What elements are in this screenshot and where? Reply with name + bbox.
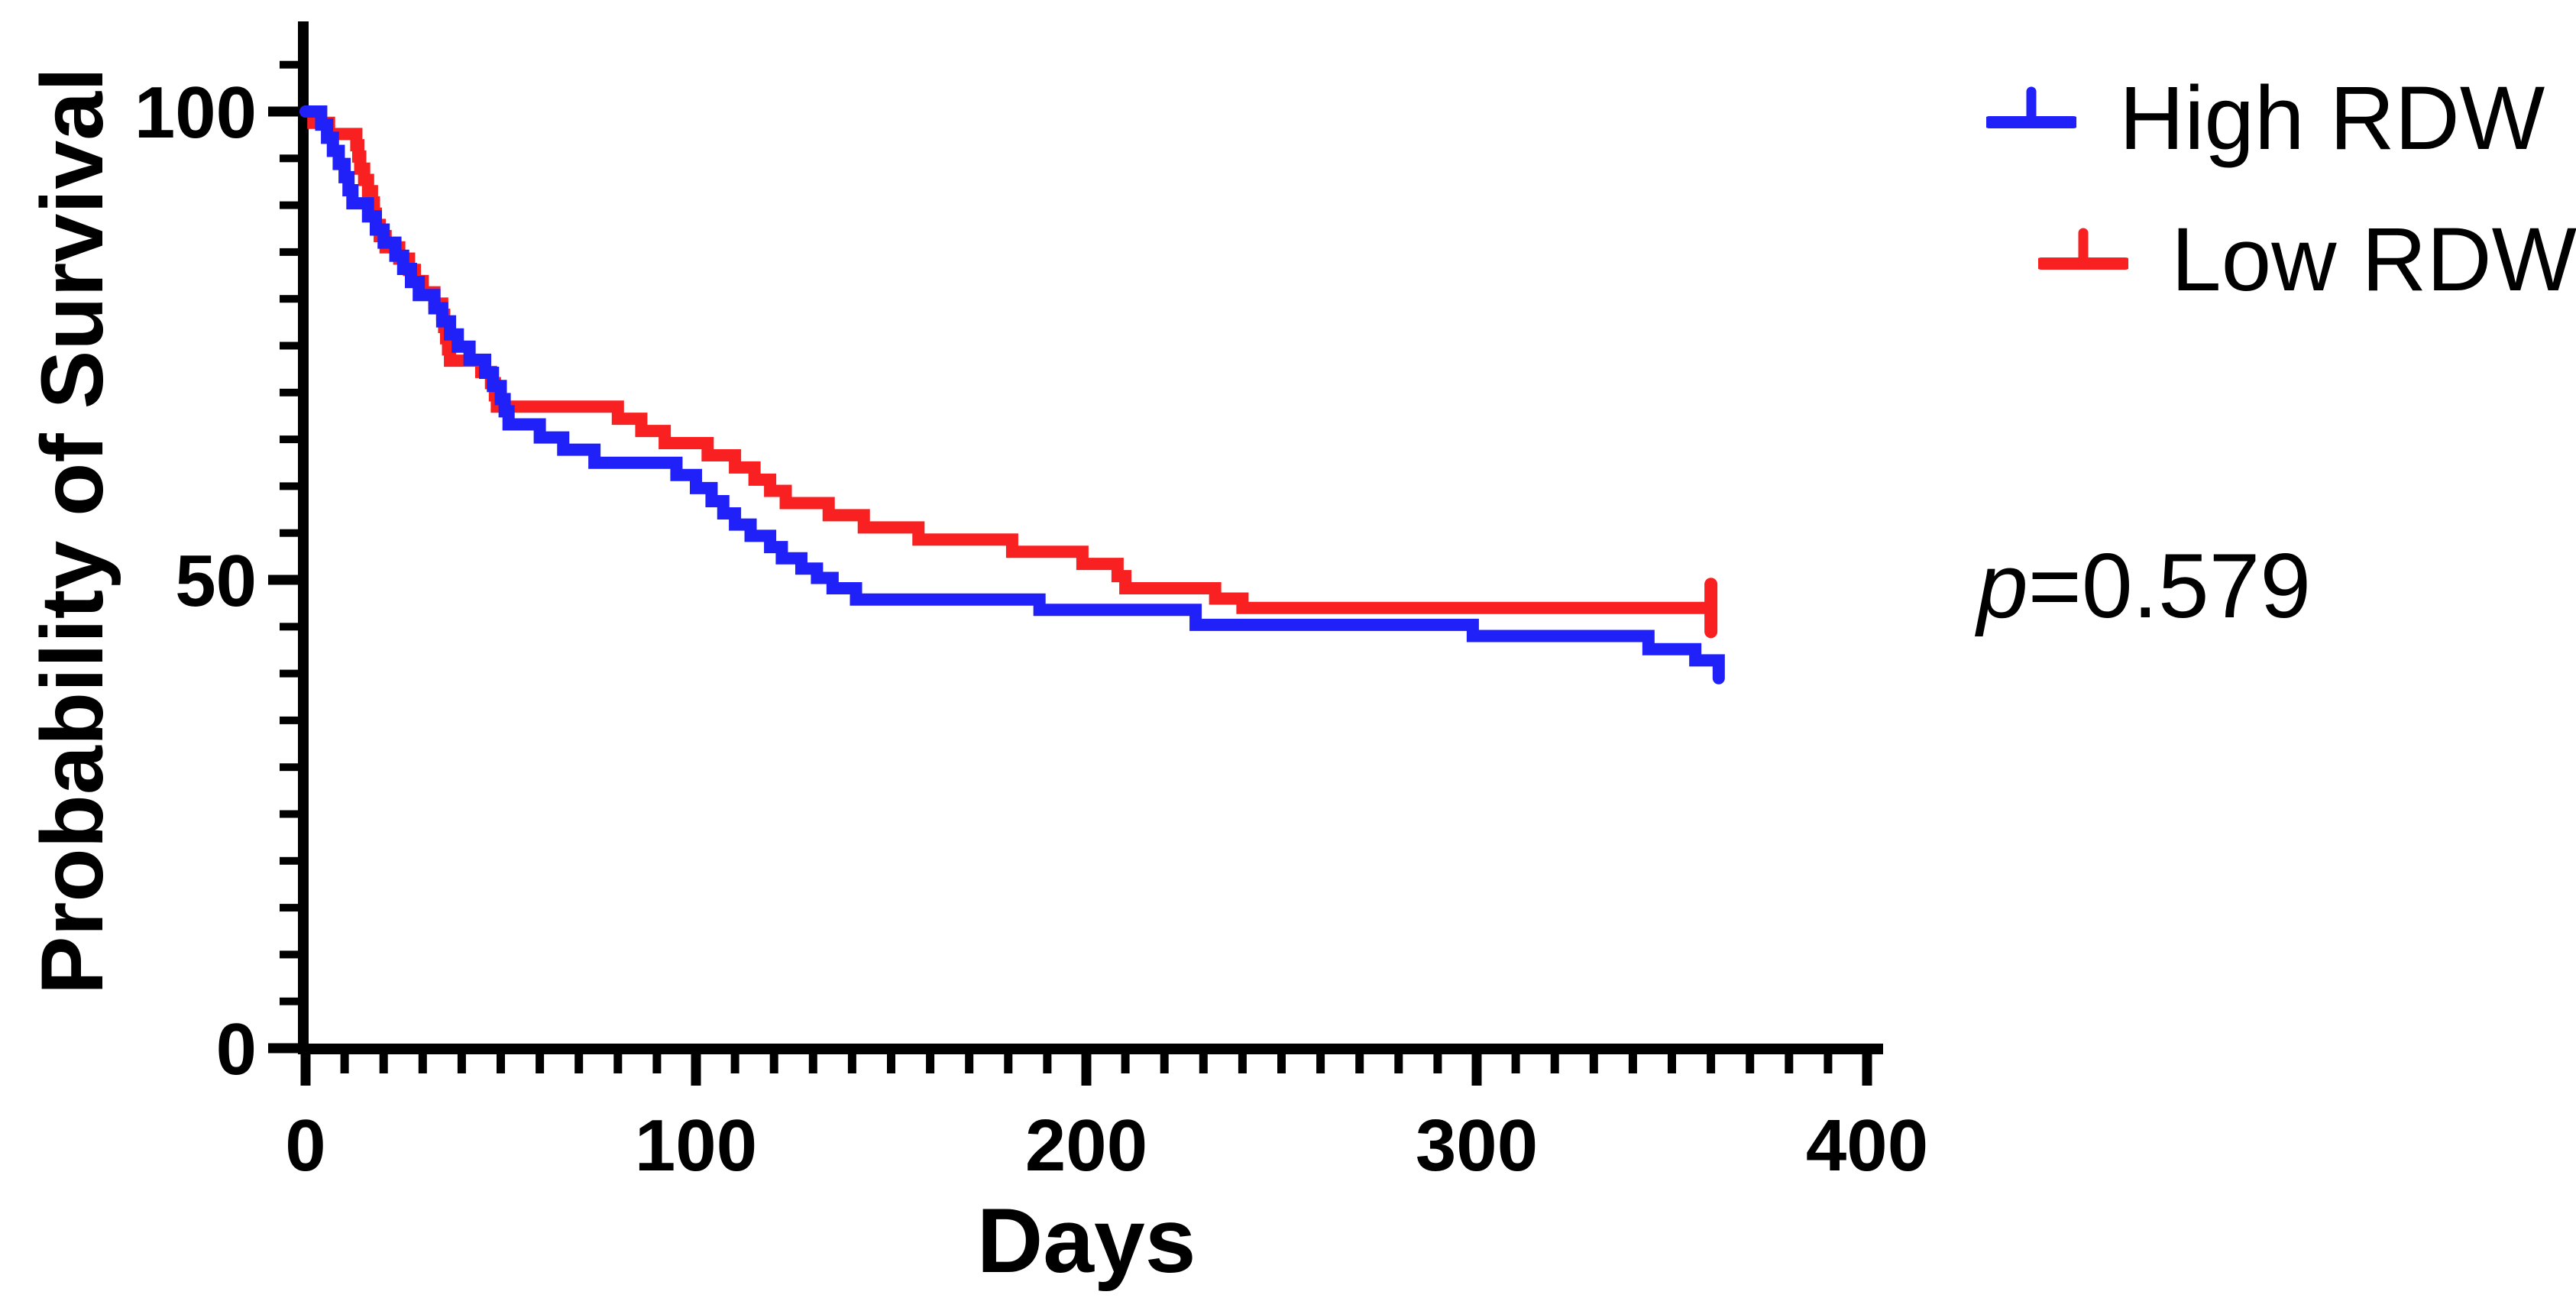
x-axis-title: Days bbox=[976, 1190, 1196, 1292]
x-minor-tick bbox=[1589, 1054, 1598, 1073]
x-minor-tick bbox=[1746, 1054, 1755, 1073]
legend-label-high-rdw: High RDW bbox=[2119, 67, 2545, 169]
x-tick-label-0: 0 bbox=[285, 1105, 325, 1186]
x-minor-tick bbox=[730, 1054, 739, 1073]
y-major-tick bbox=[268, 1043, 298, 1054]
x-minor-tick bbox=[418, 1054, 427, 1073]
x-minor-tick bbox=[497, 1054, 505, 1073]
x-major-tick bbox=[691, 1054, 701, 1086]
high-rdw-curve bbox=[299, 105, 1725, 685]
x-minor-tick bbox=[1355, 1054, 1364, 1073]
x-minor-tick bbox=[1824, 1054, 1833, 1073]
legend-label-low-rdw: Low RDW bbox=[2171, 209, 2576, 310]
y-axis-spine bbox=[298, 21, 309, 1054]
y-minor-tick bbox=[280, 950, 298, 959]
x-major-tick bbox=[1862, 1054, 1872, 1086]
x-minor-tick bbox=[926, 1054, 935, 1073]
x-minor-tick bbox=[887, 1054, 895, 1073]
x-minor-tick bbox=[1433, 1054, 1442, 1073]
x-minor-tick bbox=[613, 1054, 623, 1073]
x-minor-tick bbox=[536, 1054, 545, 1073]
legend-item-high-rdw: High RDW bbox=[1986, 47, 2576, 189]
x-axis-spine bbox=[298, 1044, 1883, 1054]
y-minor-tick bbox=[280, 154, 298, 163]
x-minor-tick bbox=[1394, 1054, 1403, 1073]
y-minor-tick bbox=[280, 997, 298, 1005]
x-minor-tick bbox=[1121, 1054, 1130, 1073]
y-minor-tick bbox=[280, 716, 298, 724]
y-minor-tick bbox=[280, 201, 298, 209]
x-minor-tick bbox=[379, 1054, 388, 1073]
x-tick-label-100: 100 bbox=[635, 1105, 757, 1186]
x-tick-label-300: 300 bbox=[1416, 1105, 1538, 1186]
x-minor-tick bbox=[1043, 1054, 1052, 1073]
y-minor-tick bbox=[280, 295, 298, 303]
y-tick-label-100: 100 bbox=[134, 72, 257, 154]
y-minor-tick bbox=[280, 623, 298, 631]
x-major-tick bbox=[300, 1054, 311, 1086]
x-minor-tick bbox=[574, 1054, 584, 1073]
y-minor-tick bbox=[280, 810, 298, 818]
x-tick-label-400: 400 bbox=[1806, 1105, 1928, 1186]
x-minor-tick bbox=[1668, 1054, 1676, 1073]
x-minor-tick bbox=[457, 1054, 466, 1073]
x-minor-tick bbox=[1238, 1054, 1247, 1073]
high-rdw-line-symbol bbox=[1986, 86, 2076, 128]
x-minor-tick bbox=[847, 1054, 856, 1073]
x-minor-tick bbox=[769, 1054, 778, 1073]
p-symbol: p bbox=[1977, 535, 2028, 637]
x-minor-tick bbox=[652, 1054, 662, 1073]
x-tick-label-200: 200 bbox=[1025, 1105, 1147, 1186]
y-minor-tick bbox=[280, 856, 298, 865]
legend-item-low-rdw: Low RDW bbox=[1986, 189, 2576, 330]
y-minor-tick bbox=[280, 482, 298, 490]
y-major-tick bbox=[268, 106, 298, 117]
y-minor-tick bbox=[280, 248, 298, 256]
x-minor-tick bbox=[340, 1054, 349, 1073]
y-minor-tick bbox=[280, 669, 298, 678]
low-rdw-line-symbol bbox=[2038, 228, 2128, 270]
y-tick-label-50: 50 bbox=[175, 540, 257, 622]
x-major-tick bbox=[1471, 1054, 1482, 1086]
y-minor-tick bbox=[280, 904, 298, 912]
p-value-text: =0.579 bbox=[2027, 535, 2312, 637]
x-minor-tick bbox=[808, 1054, 817, 1073]
y-axis-title: Probability of Survival bbox=[24, 66, 121, 995]
x-minor-tick bbox=[1199, 1054, 1208, 1073]
x-minor-tick bbox=[1316, 1054, 1325, 1073]
y-minor-tick bbox=[280, 529, 298, 537]
y-minor-tick bbox=[280, 763, 298, 772]
x-minor-tick bbox=[1511, 1054, 1520, 1073]
y-minor-tick bbox=[280, 342, 298, 350]
x-minor-tick bbox=[1785, 1054, 1794, 1073]
y-minor-tick bbox=[280, 60, 298, 69]
legend: High RDW Low RDW bbox=[1986, 47, 2576, 330]
x-minor-tick bbox=[1707, 1054, 1716, 1073]
x-minor-tick bbox=[1277, 1054, 1286, 1073]
p-value-annotation: p=0.579 bbox=[1977, 533, 2311, 639]
x-minor-tick bbox=[965, 1054, 974, 1073]
x-minor-tick bbox=[1628, 1054, 1637, 1073]
x-minor-tick bbox=[1160, 1054, 1169, 1073]
y-minor-tick bbox=[280, 388, 298, 397]
x-major-tick bbox=[1081, 1054, 1092, 1086]
x-minor-tick bbox=[1550, 1054, 1559, 1073]
low-rdw-curve bbox=[299, 105, 1717, 614]
y-tick-label-0: 0 bbox=[216, 1008, 257, 1090]
y-minor-tick bbox=[280, 435, 298, 444]
y-major-tick bbox=[268, 575, 298, 585]
x-minor-tick bbox=[1004, 1054, 1013, 1073]
